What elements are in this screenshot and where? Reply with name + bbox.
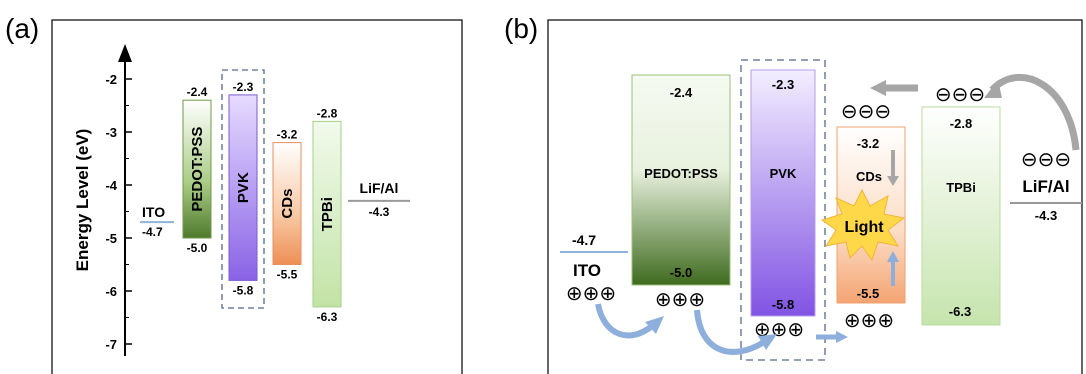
cds-hole-arrowhead	[887, 251, 899, 262]
tpbi-b-bar	[921, 106, 1001, 326]
y-axis-label: Energy Level (eV)	[73, 129, 92, 272]
electron-transfer-arrowhead	[870, 80, 886, 96]
cds-b-top-value: -3.2	[857, 136, 879, 151]
hole-arrow-pvk-cds-head	[836, 331, 848, 343]
pvk-top-value: -2.3	[233, 80, 254, 94]
lif-value: -4.3	[369, 205, 390, 219]
cds-b-name: CDs	[856, 169, 882, 184]
ito-b-holes: ⊕⊕⊕	[566, 283, 616, 305]
y-tick-label: -4	[105, 178, 117, 193]
tpbi-bar	[312, 120, 342, 308]
tpbi-b-electrons: ⊖⊖⊖	[935, 84, 985, 106]
light-burst-icon	[820, 188, 906, 262]
pvk-b-bar	[750, 69, 816, 317]
ito-label: ITO	[142, 204, 165, 220]
tpbi-b-name: TPBi	[946, 180, 976, 195]
pedot-top-value: -2.4	[187, 85, 208, 99]
pedot-pss-bar	[182, 99, 212, 239]
y-tick-label: -6	[105, 284, 117, 299]
y-tick-label: -7	[105, 337, 117, 352]
ito-b-value: -4.7	[572, 232, 596, 248]
pedot-b-bottom-value: -5.0	[670, 265, 692, 280]
y-tick-label: -5	[105, 231, 117, 246]
y-axis-arrow	[118, 44, 132, 62]
cds-top-value: -3.2	[277, 128, 298, 142]
tpbi-b-top-value: -2.8	[950, 116, 972, 131]
cds-bar	[272, 142, 302, 266]
electron-injection-arrowhead	[984, 80, 1002, 98]
pedot-b-top-value: -2.4	[670, 85, 693, 100]
pvk-highlight-box	[221, 69, 265, 309]
tpbi-bottom-value: -6.3	[317, 310, 338, 324]
y-tick-label: -2	[105, 72, 117, 87]
panel-a-frame	[51, 19, 463, 374]
panel-a-label: (a)	[5, 13, 39, 44]
tpbi-top-value: -2.8	[317, 106, 338, 120]
pvk-b-bottom-value: -5.8	[772, 297, 794, 312]
lif-label: LiF/Al	[360, 180, 399, 196]
pedot-b-holes: ⊕⊕⊕	[655, 289, 705, 311]
pvk-b-highlight-box	[740, 59, 826, 361]
hole-arrow-pedot-pvk	[694, 309, 766, 355]
cds-b-electrons: ⊖⊖⊖	[841, 101, 891, 123]
pvk-bottom-value: -5.8	[233, 283, 254, 297]
lif-b-electrons: ⊖⊖⊖	[1021, 149, 1071, 171]
pvk-bar	[228, 94, 258, 281]
cds-name: CDs	[279, 189, 296, 219]
tpbi-name: TPBi	[319, 197, 336, 231]
light-label: Light	[844, 219, 884, 236]
pvk-b-name: PVK	[770, 166, 797, 181]
pedot-name: PEDOT:PSS	[189, 127, 206, 212]
panel-b-label: (b)	[504, 13, 538, 44]
panel-b-frame	[547, 19, 1083, 374]
cds-b-bottom-value: -5.5	[857, 286, 879, 301]
hole-arrow-ito-pedot	[595, 303, 654, 339]
cds-electron-arrowhead	[887, 176, 899, 186]
hole-arrow-ito-pedot-head	[645, 316, 664, 334]
ito-value: -4.7	[142, 225, 163, 239]
pvk-b-top-value: -2.3	[772, 77, 794, 92]
lif-b-value: -4.3	[1035, 208, 1057, 223]
electron-injection-curved-arrow	[989, 73, 1080, 151]
cds-bottom-value: -5.5	[277, 268, 298, 282]
pedot-b-name: PEDOT:PSS	[644, 166, 718, 181]
y-tick-label: -3	[105, 125, 117, 140]
pedot-b-bar	[631, 74, 731, 286]
hole-arrow-pedot-pvk-head	[758, 334, 777, 350]
ito-b-label: ITO	[573, 261, 601, 280]
pvk-name: PVK	[235, 172, 252, 203]
cds-b-holes: ⊕⊕⊕	[844, 310, 894, 332]
tpbi-b-bottom-value: -6.3	[949, 304, 971, 319]
pedot-bottom-value: -5.0	[187, 241, 208, 255]
y-axis-ticks: -2 -3 -4 -5 -6 -7	[105, 72, 132, 352]
lif-b-label: LiF/Al	[1022, 177, 1069, 196]
